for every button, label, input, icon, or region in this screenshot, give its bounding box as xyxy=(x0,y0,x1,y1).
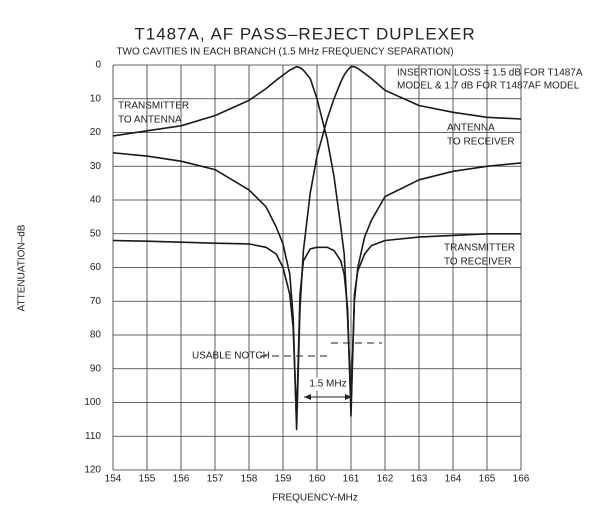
chart-title: T1487A, AF PASS–REJECT DUPLEXER xyxy=(134,24,475,43)
x-tick-label: 162 xyxy=(377,474,394,485)
series-line xyxy=(112,65,522,404)
y-tick-label: 30 xyxy=(90,161,102,172)
x-tick-label: 160 xyxy=(309,474,326,485)
x-tick-label: 158 xyxy=(241,474,258,485)
x-tick-label: 154 xyxy=(105,474,122,485)
x-axis-label: FREQUENCY-MHz xyxy=(272,493,358,504)
x-tick-label: 155 xyxy=(139,474,156,485)
x-tick-label: 164 xyxy=(445,474,462,485)
series-line xyxy=(112,65,522,431)
series-label: TO ANTENNA xyxy=(118,115,182,126)
x-tick-label: 161 xyxy=(343,474,360,485)
series-label: TRANSMITTER xyxy=(118,101,189,112)
series-label: TRANSMITTER xyxy=(444,243,515,254)
y-tick-label: 20 xyxy=(90,127,102,138)
y-tick-label: 110 xyxy=(85,431,101,442)
y-tick-label: 60 xyxy=(90,262,102,273)
annotation: USABLE NOTCH xyxy=(192,351,270,362)
y-tick-label: 80 xyxy=(90,330,102,341)
annotation: MODEL & 1.7 dB FOR T1487AF MODEL xyxy=(397,81,580,92)
y-tick-label: 0 xyxy=(95,60,101,71)
x-tick-label: 163 xyxy=(411,474,428,485)
series-label: TO RECEIVER xyxy=(444,257,512,268)
annotation-bg xyxy=(307,377,349,391)
y-tick-label: 120 xyxy=(84,465,101,476)
x-tick-label: 157 xyxy=(207,474,224,485)
series-label: TO RECEIVER xyxy=(447,137,515,148)
chart-subtitle: TWO CAVITIES IN EACH BRANCH (1.5 MHz FRE… xyxy=(116,47,453,58)
y-tick-label: 40 xyxy=(90,195,102,206)
annotation: 1.5 MHz xyxy=(309,379,346,390)
y-tick-label: 10 xyxy=(90,93,102,104)
annotation: INSERTION LOSS = 1.5 dB FOR T1487A xyxy=(397,68,583,79)
series-label: ANTENNA xyxy=(447,123,495,134)
x-tick-label: 156 xyxy=(173,474,190,485)
y-tick-label: 100 xyxy=(84,397,101,408)
y-tick-label: 70 xyxy=(90,296,102,307)
series-line xyxy=(112,233,521,421)
x-tick-label: 165 xyxy=(479,474,496,485)
y-tick-label: 50 xyxy=(90,228,102,239)
y-axis-label: ATTENUATION–dB xyxy=(17,224,28,311)
y-tick-label: 90 xyxy=(90,363,102,374)
x-tick-label: 159 xyxy=(275,474,292,485)
x-tick-label: 166 xyxy=(513,474,530,485)
